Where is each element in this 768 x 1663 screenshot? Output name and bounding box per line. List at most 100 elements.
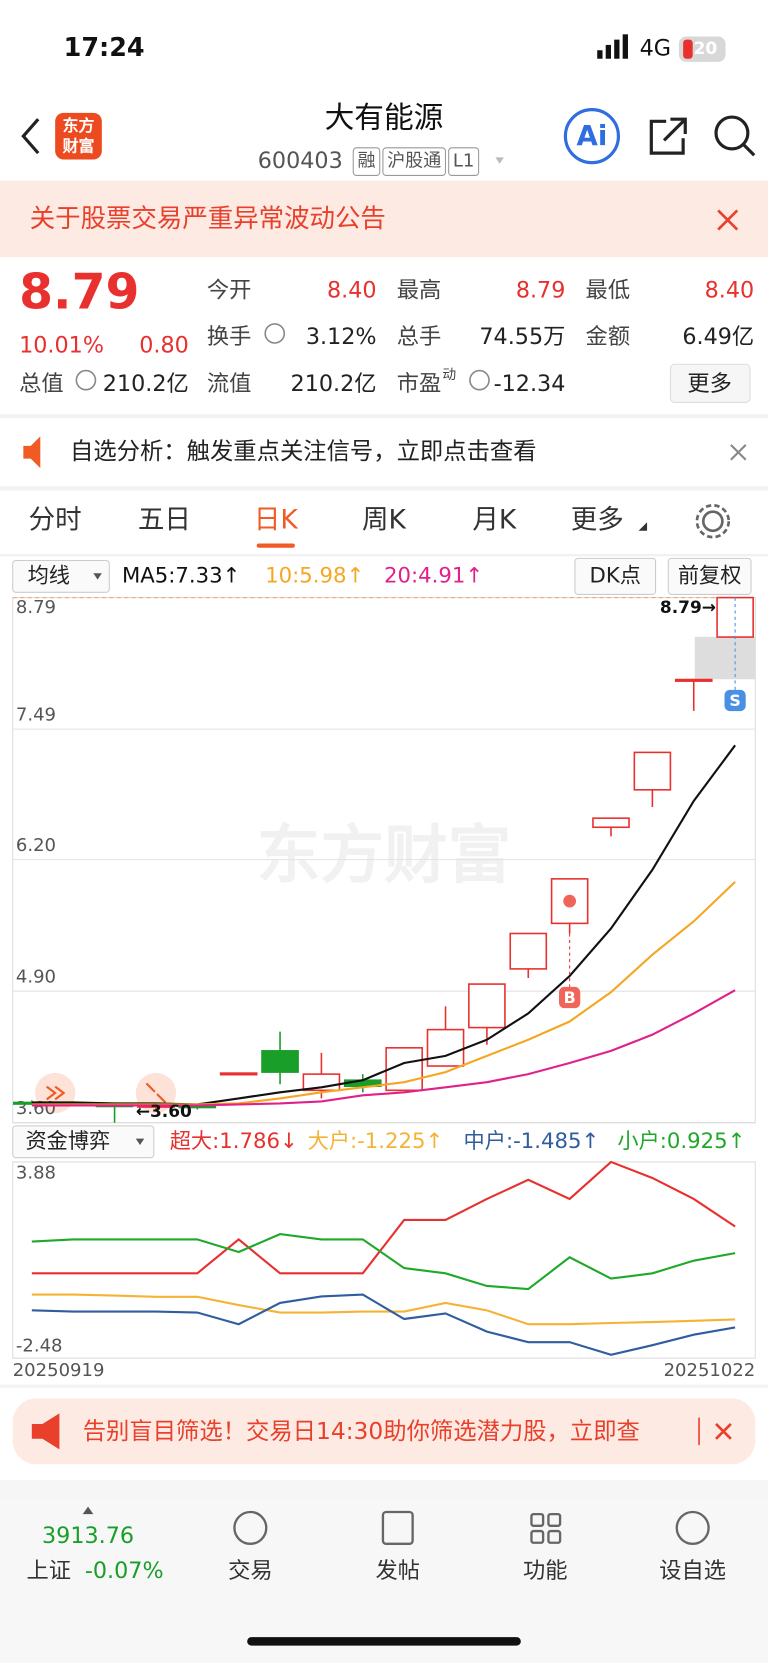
notice-text: 关于股票交易严重异常波动公告	[30, 204, 386, 234]
tab[interactable]: 分时	[29, 505, 82, 536]
banner-text: 告别盲目筛选！交易日14:30助你筛选潜力股，立即查	[83, 1417, 640, 1445]
search-button[interactable]	[714, 115, 750, 151]
promo-banner[interactable]	[12, 1398, 756, 1465]
close-alert[interactable]	[730, 444, 747, 461]
field-label: 市盈	[397, 371, 442, 397]
candle-body	[592, 817, 630, 829]
selector-arrow	[135, 1138, 145, 1145]
ma-legend: 10:5.98↑	[265, 563, 364, 588]
nav-icon	[381, 1510, 414, 1545]
candle-body	[509, 932, 548, 970]
nav-label[interactable]: 交易	[228, 1558, 273, 1584]
signal-icon	[597, 34, 628, 59]
high-label: 8.79→	[660, 598, 716, 618]
change-pct: 10.01%	[19, 333, 104, 359]
y-tick-label: 7.49	[16, 704, 56, 725]
selector-label: 资金博弈	[25, 1129, 110, 1154]
more-button[interactable]	[669, 363, 751, 403]
field-value: 8.40	[327, 278, 377, 304]
nav-label[interactable]: 设自选	[659, 1558, 726, 1584]
battery-text: 20	[694, 39, 718, 59]
nav-icon	[530, 1512, 562, 1544]
tool-icon	[46, 1085, 66, 1101]
ma-selector[interactable]	[12, 559, 110, 593]
field-label: 总手	[397, 324, 442, 350]
field-value: 210.2亿	[291, 371, 377, 397]
fund-legend: 中户:-1.485↑	[464, 1129, 600, 1154]
tag: L1	[453, 151, 475, 172]
sell-label: S	[729, 691, 740, 710]
field-label: 今开	[207, 278, 252, 304]
logo-text: 财富	[63, 136, 95, 155]
tab[interactable]: 月K	[472, 505, 517, 536]
status-time: 17:24	[64, 33, 145, 63]
fund-legend: 小户:0.925↑	[617, 1129, 745, 1154]
fund-legend: 大户:-1.225↑	[308, 1129, 444, 1154]
divider	[0, 554, 768, 557]
index-arrow	[82, 1506, 94, 1515]
info-icon[interactable]	[264, 323, 286, 344]
fund-line	[31, 1293, 736, 1326]
fund-selector[interactable]	[12, 1125, 155, 1159]
tag-box	[352, 147, 381, 176]
y-tick-label: 4.90	[16, 966, 56, 987]
selector-label: 均线	[28, 563, 70, 588]
field-value: 74.55万	[479, 324, 565, 350]
field-label: 总值	[19, 371, 64, 397]
candle-body	[261, 1050, 299, 1073]
y-tick-label: 3.88	[16, 1163, 56, 1184]
stock-code: 600403	[258, 148, 343, 174]
battery-level	[683, 39, 693, 59]
field-label: 最高	[397, 278, 442, 304]
button-label: 前复权	[678, 563, 742, 588]
ma-legend: MA5:7.33↑	[122, 563, 240, 588]
buy-label: B	[564, 988, 576, 1007]
stock-name: 大有能源	[325, 101, 444, 136]
x-label: 20251022	[664, 1360, 756, 1381]
dropdown-icon	[495, 157, 504, 164]
sell-marker	[724, 689, 746, 712]
fund-frame	[12, 1161, 756, 1359]
home-indicator	[247, 1637, 521, 1646]
back-button[interactable]	[21, 118, 40, 155]
nav-label[interactable]: 发帖	[376, 1558, 421, 1584]
buy-marker	[559, 986, 581, 1009]
x-label: 20250919	[13, 1360, 105, 1381]
candle-body	[674, 678, 713, 682]
notice-bar[interactable]	[0, 180, 768, 258]
adjust-button[interactable]	[667, 557, 752, 595]
y-tick-label: 3.60	[16, 1098, 56, 1119]
close-banner[interactable]	[715, 1423, 732, 1440]
info-icon[interactable]	[469, 369, 490, 391]
tab[interactable]: 更多	[571, 505, 624, 536]
field-label: 换手	[207, 324, 252, 350]
highlight-zone	[694, 636, 756, 680]
y-tick-label: 6.20	[16, 835, 56, 856]
candle-body	[468, 983, 506, 1029]
dk-button[interactable]	[574, 557, 657, 595]
field-value: 6.49亿	[682, 324, 754, 350]
share-button[interactable]	[649, 117, 687, 155]
ai-button[interactable]	[563, 108, 621, 165]
tab[interactable]: 五日	[138, 505, 191, 536]
signal-dot	[563, 894, 576, 908]
divider	[0, 486, 768, 491]
field-value: 8.79	[516, 278, 566, 304]
close-notice[interactable]	[717, 209, 739, 231]
fund-line	[31, 1160, 736, 1275]
settings-icon[interactable]	[701, 510, 724, 533]
network: 4G	[640, 36, 671, 62]
ai-label: Ai	[577, 119, 608, 152]
divider	[0, 414, 768, 419]
y-tick-label: 8.79	[16, 597, 56, 618]
candle-body	[219, 1072, 258, 1076]
tag: 融	[357, 151, 375, 172]
nav-label[interactable]: 功能	[523, 1558, 568, 1584]
info-icon[interactable]	[75, 369, 97, 391]
tab[interactable]: 日K	[254, 505, 298, 536]
tab[interactable]: 周K	[362, 505, 407, 536]
tag-box	[448, 147, 480, 176]
field-label: 流值	[207, 371, 252, 397]
watermark: 东方财富	[257, 819, 512, 893]
button-label: DK点	[590, 563, 641, 588]
